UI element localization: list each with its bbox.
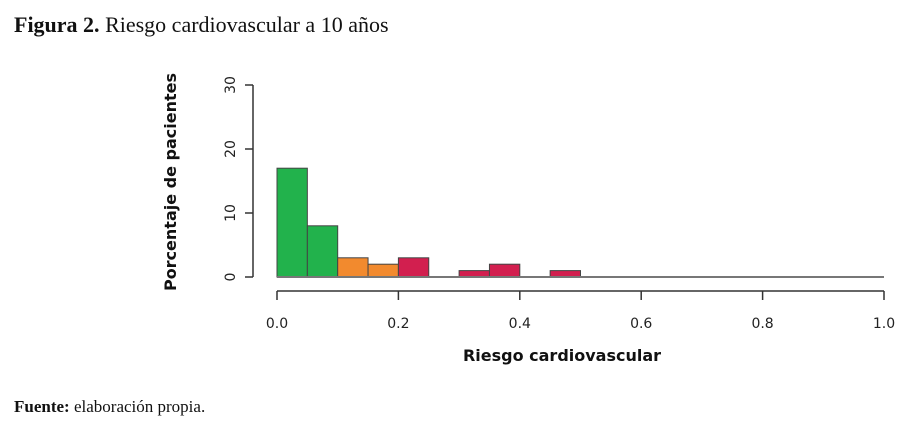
x-tick-label: 0.6 <box>630 316 652 332</box>
histogram-bar <box>397 257 430 278</box>
figure-title: Riesgo cardiovascular a 10 años <box>105 12 389 37</box>
y-axis: 0 10 20 30 <box>223 76 254 282</box>
bars-group <box>276 167 884 278</box>
source-text: elaboración propia. <box>73 397 206 416</box>
histogram-bar <box>337 257 369 278</box>
y-tick-label: 20 <box>223 140 239 158</box>
x-tick-label: 0.2 <box>387 316 409 332</box>
x-axis: 0.0 0.2 0.4 0.6 0.8 1.0 <box>266 290 895 332</box>
histogram-bar <box>276 167 308 278</box>
y-axis-title: Porcentaje de pacientes <box>161 73 180 291</box>
source-label: Fuente: <box>14 397 70 416</box>
x-tick-label: 1.0 <box>873 316 895 332</box>
y-tick-label: 10 <box>223 204 239 222</box>
source-note: Fuente: elaboración propia. <box>14 397 205 417</box>
figure-label: Figura 2. <box>14 12 100 37</box>
figure-caption: Figura 2. Riesgo cardiovascular a 10 año… <box>14 12 389 38</box>
x-tick-label: 0.4 <box>509 316 531 332</box>
x-axis-title: Riesgo cardiovascular <box>463 346 661 365</box>
y-tick-label: 0 <box>223 273 239 282</box>
y-tick-label: 30 <box>223 76 239 94</box>
histogram-bar <box>306 225 339 278</box>
x-tick-label: 0.0 <box>266 316 288 332</box>
histogram-bar <box>367 263 399 278</box>
histogram-bar <box>488 263 521 278</box>
x-tick-label: 0.8 <box>751 316 773 332</box>
